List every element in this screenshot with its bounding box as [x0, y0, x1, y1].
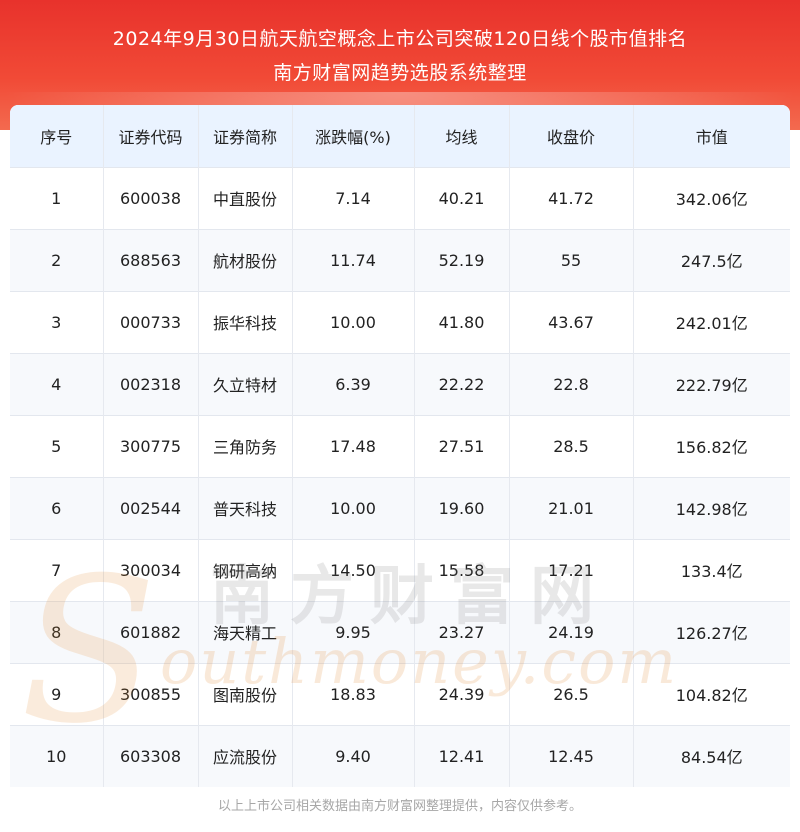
- table-cell: 52.19: [414, 229, 510, 291]
- table-cell: 中直股份: [198, 167, 293, 229]
- table-cell: 002318: [103, 353, 199, 415]
- table-cell: 11.74: [292, 229, 415, 291]
- table-cell: 航材股份: [198, 229, 293, 291]
- table-cell: 17.48: [292, 415, 415, 477]
- table-cell: 15.58: [414, 539, 510, 601]
- table-cell: 18.83: [292, 663, 415, 725]
- column-header: 序号: [10, 105, 104, 167]
- table-cell: 300034: [103, 539, 199, 601]
- table-cell: 41.72: [509, 167, 634, 229]
- table-cell: 普天科技: [198, 477, 293, 539]
- table-cell: 22.22: [414, 353, 510, 415]
- column-header: 涨跌幅(%): [292, 105, 415, 167]
- page-subtitle: 南方财富网趋势选股系统整理: [273, 62, 527, 84]
- table-cell: 000733: [103, 291, 199, 353]
- table-cell: 10.00: [292, 291, 415, 353]
- table-cell: 7: [10, 539, 104, 601]
- table-row: 9 300855 图南股份 18.83 24.39 26.5 104.82亿: [10, 663, 790, 725]
- stock-ranking-table: 序号 证券代码 证券简称 涨跌幅(%) 均线 收盘价 市值 1 600038 中直股份 7.14 4…: [10, 105, 790, 787]
- table-cell: 126.27亿: [675, 624, 748, 643]
- table-cell: 242.01亿: [675, 314, 748, 333]
- table-row: 5 300775 三角防务 17.48 27.51 28.5 156.82亿: [10, 415, 790, 477]
- table-cell: 久立特材: [198, 353, 293, 415]
- table-cell: 海天精工: [198, 601, 293, 663]
- table-cell: 三角防务: [198, 415, 293, 477]
- table-body: 1 600038 中直股份 7.14 40.21 41.72 342.06亿 2 688563 航…: [10, 167, 790, 787]
- table-cell: 142.98亿: [675, 500, 748, 519]
- table-row: 3 000733 振华科技 10.00 41.80 43.67 242.01亿: [10, 291, 790, 353]
- table-cell: 振华科技: [198, 291, 293, 353]
- table-cell: 156.82亿: [675, 438, 748, 457]
- table-cell: 300855: [103, 663, 199, 725]
- table-row: 6 002544 普天科技 10.00 19.60 21.01 142.98亿: [10, 477, 790, 539]
- table-cell: 24.19: [509, 601, 634, 663]
- table-cell: 17.21: [509, 539, 634, 601]
- table-cell: 6.39: [292, 353, 415, 415]
- table-cell: 23.27: [414, 601, 510, 663]
- table-row: 7 300034 钢研高纳 14.50 15.58 17.21 133.4亿: [10, 539, 790, 601]
- table-cell: 55: [509, 229, 634, 291]
- table-row: 8 601882 海天精工 9.95 23.27 24.19 126.27亿: [10, 601, 790, 663]
- table-cell: 27.51: [414, 415, 510, 477]
- table-row: 10 603308 应流股份 9.40 12.41 12.45 84.54亿: [10, 725, 790, 787]
- column-header: 市值: [695, 127, 728, 147]
- table-cell: 1: [10, 167, 104, 229]
- table-cell: 601882: [103, 601, 199, 663]
- table-cell: 12.41: [414, 725, 510, 787]
- table-cell: 2: [10, 229, 104, 291]
- table-cell: 8: [10, 601, 104, 663]
- table-cell: 3: [10, 291, 104, 353]
- column-header: 证券简称: [198, 105, 293, 167]
- table-cell: 5: [10, 415, 104, 477]
- table-cell: 19.60: [414, 477, 510, 539]
- table-cell: 4: [10, 353, 104, 415]
- table-row: 1 600038 中直股份 7.14 40.21 41.72 342.06亿: [10, 167, 790, 229]
- table-cell: 40.21: [414, 167, 510, 229]
- table-cell: 9.40: [292, 725, 415, 787]
- table-cell: 133.4亿: [680, 562, 743, 581]
- table-cell: 应流股份: [198, 725, 293, 787]
- table-cell: 222.79亿: [675, 376, 748, 395]
- table-cell: 342.06亿: [675, 190, 748, 209]
- column-header: 收盘价: [509, 105, 634, 167]
- table-cell: 104.82亿: [675, 686, 748, 705]
- table-cell: 9: [10, 663, 104, 725]
- table-cell: 钢研高纳: [198, 539, 293, 601]
- table-cell: 22.8: [509, 353, 634, 415]
- table-cell: 26.5: [509, 663, 634, 725]
- table-cell: 12.45: [509, 725, 634, 787]
- table-row: 4 002318 久立特材 6.39 22.22 22.8 222.79亿: [10, 353, 790, 415]
- table-cell: 24.39: [414, 663, 510, 725]
- table-cell: 300775: [103, 415, 199, 477]
- table-cell: 10: [10, 725, 104, 787]
- table-cell: 14.50: [292, 539, 415, 601]
- table-cell: 28.5: [509, 415, 634, 477]
- table-cell: 21.01: [509, 477, 634, 539]
- table-cell: 41.80: [414, 291, 510, 353]
- table-cell: 图南股份: [198, 663, 293, 725]
- table-cell: 43.67: [509, 291, 634, 353]
- footer-note: 以上上市公司相关数据由南方财富网整理提供，内容仅供参考。: [217, 799, 582, 814]
- table-cell: 10.00: [292, 477, 415, 539]
- table-cell: 84.54亿: [680, 748, 743, 768]
- table-cell: 603308: [103, 725, 199, 787]
- table-header-row: 序号 证券代码 证券简称 涨跌幅(%) 均线 收盘价 市值: [10, 105, 790, 167]
- table-cell: 9.95: [292, 601, 415, 663]
- table-cell: 6: [10, 477, 104, 539]
- table-cell: 600038: [103, 167, 199, 229]
- page-title: 2024年9月30日航天航空概念上市公司突破120日线个股市值排名: [112, 28, 688, 50]
- table-row: 2 688563 航材股份 11.74 52.19 55 247.5亿: [10, 229, 790, 291]
- table-cell: 688563: [103, 229, 199, 291]
- table-cell: 002544: [103, 477, 199, 539]
- table-card: 序号 证券代码 证券简称 涨跌幅(%) 均线 收盘价 市值 1 600038 中直股份 7.14 4…: [10, 105, 790, 787]
- column-header: 证券代码: [103, 105, 199, 167]
- table-cell: 247.5亿: [680, 252, 743, 271]
- column-header: 均线: [414, 105, 510, 167]
- table-cell: 7.14: [292, 167, 415, 229]
